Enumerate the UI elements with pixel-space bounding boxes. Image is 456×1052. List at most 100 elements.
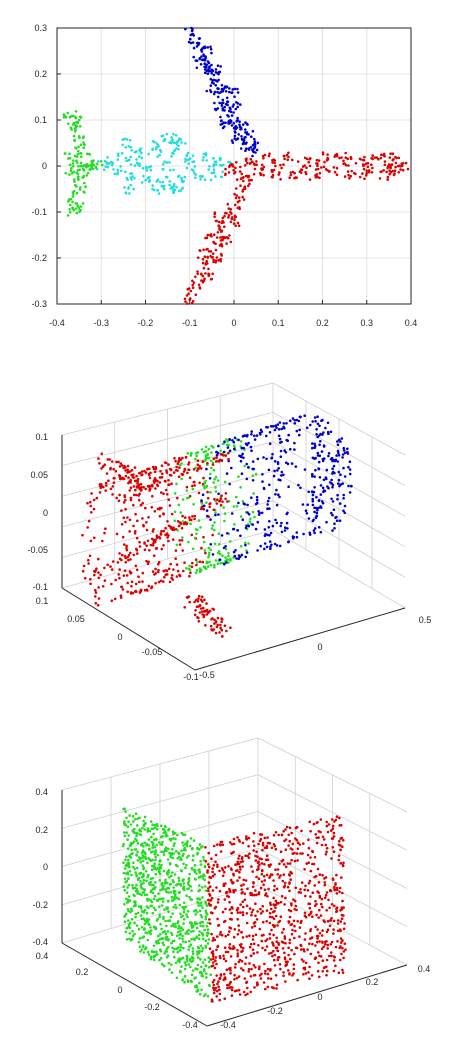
plot-1-point xyxy=(273,161,277,165)
plot-2-point xyxy=(214,475,218,479)
plot-2-point xyxy=(280,474,283,477)
plot-3-point xyxy=(230,911,233,915)
plot-3-point xyxy=(332,932,335,935)
plot-1-point xyxy=(378,177,382,180)
plot-1-point xyxy=(204,71,207,75)
plot-1-point xyxy=(72,192,75,196)
plot-2-point xyxy=(195,568,199,572)
plot-3-point xyxy=(135,887,139,891)
plot-1-point xyxy=(201,158,205,162)
plot-3-point xyxy=(207,863,210,866)
plot-2-point xyxy=(120,553,124,557)
plot-2-point xyxy=(180,462,183,465)
plot-2-point xyxy=(224,547,228,551)
plot-2-point xyxy=(293,441,296,445)
plot-1-x-tick-label: 0.1 xyxy=(272,318,285,328)
plot-2-point xyxy=(220,494,223,498)
plot-2-point xyxy=(111,560,115,563)
plot-2-point xyxy=(265,545,269,549)
plot-2-x-tick-label: 0.5 xyxy=(419,615,432,625)
plot-3-point xyxy=(188,884,192,888)
plot-2-point xyxy=(216,616,220,620)
plot-2-point xyxy=(301,503,305,506)
plot-3-point xyxy=(163,930,166,933)
plot-2-point xyxy=(171,578,175,581)
plot-3-point xyxy=(186,909,190,913)
plot-3-point xyxy=(171,939,175,943)
plot-3-point xyxy=(198,993,202,996)
plot-3-point xyxy=(308,906,312,910)
plot-3-point xyxy=(237,988,241,992)
plot-2-point xyxy=(123,543,126,546)
plot-3-point xyxy=(126,908,130,911)
plot-3-point xyxy=(187,854,190,858)
plot-3-point xyxy=(245,921,249,925)
plot-3-point xyxy=(276,924,279,927)
plot-3-point xyxy=(274,946,278,950)
plot-1-point xyxy=(144,178,147,182)
plot-1-point xyxy=(224,121,227,125)
plot-3-point xyxy=(167,910,170,913)
plot-1-airplane-2d: -0.4 -0.3 -0.2 -0.1 0 0.1 0.2 0.3 0.40.30.20.10-… xyxy=(31,23,417,328)
plot-3-point xyxy=(335,892,339,895)
plot-3-point xyxy=(180,915,183,919)
plot-3-point xyxy=(325,958,329,962)
plot-3-point xyxy=(247,844,250,848)
plot-3-point xyxy=(161,937,164,940)
plot-2-point xyxy=(203,486,206,490)
plot-3-point xyxy=(247,856,251,860)
plot-3-point xyxy=(241,936,245,939)
plot-3-point xyxy=(320,843,324,847)
plot-1-point xyxy=(169,141,173,145)
plot-2-point xyxy=(202,540,206,544)
plot-2-gridline xyxy=(272,412,406,486)
plot-3-point xyxy=(211,950,215,953)
plot-3-point xyxy=(319,955,323,958)
plot-3-point xyxy=(239,860,242,864)
plot-3-point xyxy=(190,973,194,977)
plot-3-point xyxy=(282,974,285,978)
plot-2-point xyxy=(276,462,280,466)
plot-1-point xyxy=(232,121,236,125)
plot-3-point xyxy=(208,875,211,879)
plot-2-point xyxy=(269,545,272,549)
plot-2-point xyxy=(162,512,165,516)
plot-2-point xyxy=(191,484,194,488)
plot-3-point xyxy=(202,924,205,928)
plot-3-point xyxy=(236,918,239,921)
plot-3-point xyxy=(316,937,319,940)
plot-3-point xyxy=(230,988,234,992)
plot-3-point xyxy=(331,827,335,831)
plot-1-point xyxy=(86,171,90,175)
plot-3-point xyxy=(175,906,178,909)
plot-3-point xyxy=(235,908,239,912)
plot-2-point xyxy=(319,440,322,443)
plot-3-point xyxy=(222,884,226,888)
plot-2-point xyxy=(89,504,92,508)
plot-1-point xyxy=(210,71,213,75)
plot-3-point xyxy=(323,965,327,969)
plot-1-point xyxy=(69,203,72,207)
plot-3-point xyxy=(263,888,267,892)
plot-1-point xyxy=(183,175,187,179)
plot-3-x-tick-label: 0.4 xyxy=(418,964,431,974)
plot-1-point xyxy=(173,149,176,152)
plot-2-point xyxy=(240,446,244,450)
plot-3-point xyxy=(206,928,210,932)
plot-3-point xyxy=(321,835,325,839)
plot-2-point xyxy=(181,514,184,518)
plot-2-point xyxy=(332,508,336,512)
plot-3-point xyxy=(241,891,244,894)
plot-2-point xyxy=(243,503,247,506)
plot-2-point xyxy=(211,629,214,632)
plot-1-point xyxy=(104,160,107,164)
plot-1-point xyxy=(242,179,245,183)
plot-3-point xyxy=(223,870,226,874)
plot-3-point xyxy=(202,873,205,876)
plot-1-point xyxy=(158,180,162,184)
plot-1-point xyxy=(214,71,218,74)
plot-3-point xyxy=(204,860,208,863)
plot-3-gridline xyxy=(61,811,259,867)
plot-2-point xyxy=(148,484,151,488)
plot-3-point xyxy=(287,873,291,876)
